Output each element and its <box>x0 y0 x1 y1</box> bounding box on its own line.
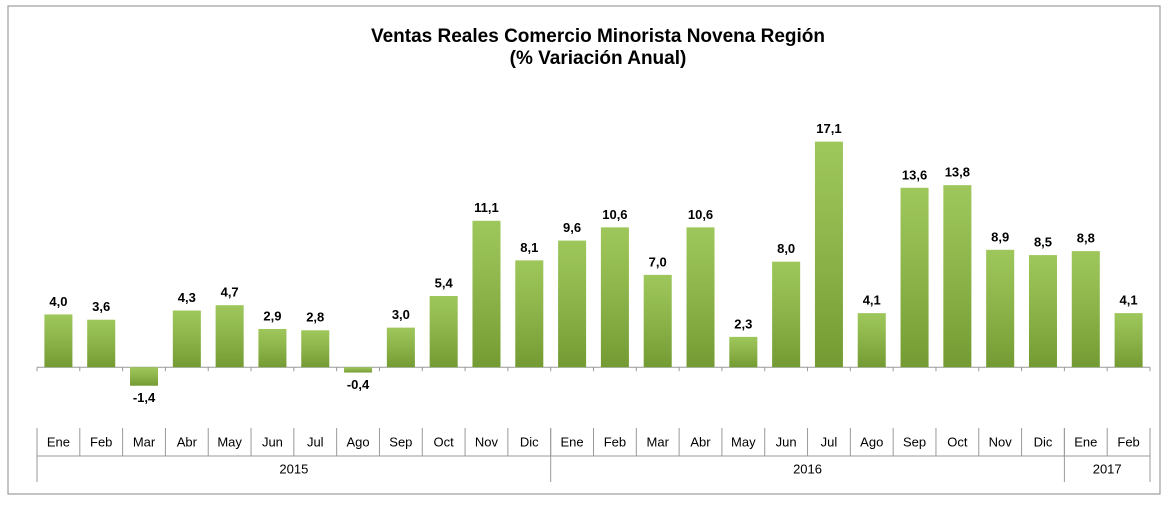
group-label: 2017 <box>1093 461 1122 476</box>
data-label: 13,6 <box>902 167 927 182</box>
bar-shade <box>900 187 929 368</box>
bar-shade <box>472 220 501 368</box>
group-label: 2015 <box>279 461 308 476</box>
bar-shade <box>386 327 415 368</box>
bar-shade <box>643 274 672 368</box>
data-label: 4,3 <box>178 290 196 305</box>
bar-shade <box>515 260 544 368</box>
x-tick-label: Jul <box>307 434 324 449</box>
data-label: 4,7 <box>221 285 239 300</box>
x-tick-label: Oct <box>434 434 455 449</box>
x-tick-label: Jul <box>821 434 838 449</box>
x-tick-label: Sep <box>903 434 926 449</box>
bar-shade <box>729 336 758 368</box>
bar-shade <box>172 310 201 368</box>
data-label: 4,0 <box>49 294 67 309</box>
data-label: 4,1 <box>863 293 881 308</box>
x-tick-label: Ene <box>1074 434 1097 449</box>
data-label: 2,8 <box>306 310 324 325</box>
data-label: 8,1 <box>520 240 538 255</box>
x-tick-label: Jun <box>262 434 283 449</box>
data-label: 8,8 <box>1077 231 1095 246</box>
bar-shade <box>87 319 116 368</box>
data-label: -1,4 <box>133 390 156 405</box>
bar-shade <box>686 227 715 368</box>
x-tick-label: Dic <box>520 434 539 449</box>
bar-shade <box>814 141 843 368</box>
data-label: 17,1 <box>816 121 841 136</box>
data-label: 7,0 <box>649 254 667 269</box>
bar-shade <box>600 227 629 368</box>
bar-shade <box>772 261 801 368</box>
bar-shade <box>1071 251 1100 368</box>
bar-shade <box>558 240 587 368</box>
bar-shade <box>1114 313 1143 368</box>
data-label: 11,1 <box>474 200 499 215</box>
data-label: 5,4 <box>435 275 454 290</box>
data-label: 8,0 <box>777 241 795 256</box>
x-tick-label: Feb <box>90 434 112 449</box>
bar-shade <box>130 367 159 386</box>
x-tick-label: Ago <box>860 434 883 449</box>
group-label: 2016 <box>793 461 822 476</box>
x-tick-label: Ago <box>346 434 369 449</box>
data-label: 10,6 <box>602 207 627 222</box>
x-tick-label: Jun <box>776 434 797 449</box>
bar-shade <box>344 367 373 373</box>
data-label: 9,6 <box>563 220 581 235</box>
x-tick-label: Mar <box>133 434 156 449</box>
x-tick-label: Oct <box>947 434 968 449</box>
x-tick-label: Nov <box>475 434 499 449</box>
chart-title: Ventas Reales Comercio Minorista Novena … <box>371 26 825 47</box>
data-label: 8,9 <box>991 229 1009 244</box>
bar-shade <box>1028 255 1057 368</box>
x-tick-label: Dic <box>1034 434 1053 449</box>
bar-shade <box>215 305 244 368</box>
data-label: 10,6 <box>688 207 713 222</box>
data-label: 2,9 <box>263 308 281 323</box>
x-tick-label: Feb <box>1117 434 1139 449</box>
bar-shade <box>986 249 1015 368</box>
x-tick-label: Sep <box>389 434 412 449</box>
x-tick-label: Feb <box>604 434 626 449</box>
x-tick-label: Ene <box>47 434 70 449</box>
x-tick-label: Nov <box>989 434 1013 449</box>
chart-subtitle: (% Variación Anual) <box>510 48 687 69</box>
x-tick-label: Abr <box>690 434 711 449</box>
data-label: -0,4 <box>347 377 370 392</box>
bar-shade <box>857 313 886 368</box>
bar-shade <box>943 185 972 368</box>
bar-shade <box>301 330 330 368</box>
x-tick-label: Abr <box>177 434 198 449</box>
data-label: 8,5 <box>1034 235 1052 250</box>
data-label: 4,1 <box>1120 293 1138 308</box>
bar-shade <box>44 314 73 368</box>
x-tick-label: May <box>217 434 242 449</box>
x-tick-label: Ene <box>561 434 584 449</box>
x-tick-label: May <box>731 434 756 449</box>
bar-shade <box>258 328 287 368</box>
x-tick-label: Mar <box>647 434 670 449</box>
data-label: 3,6 <box>92 299 110 314</box>
data-label: 3,0 <box>392 307 410 322</box>
bar-shade <box>429 295 458 368</box>
data-label: 13,8 <box>945 165 970 180</box>
data-label: 2,3 <box>734 316 752 331</box>
